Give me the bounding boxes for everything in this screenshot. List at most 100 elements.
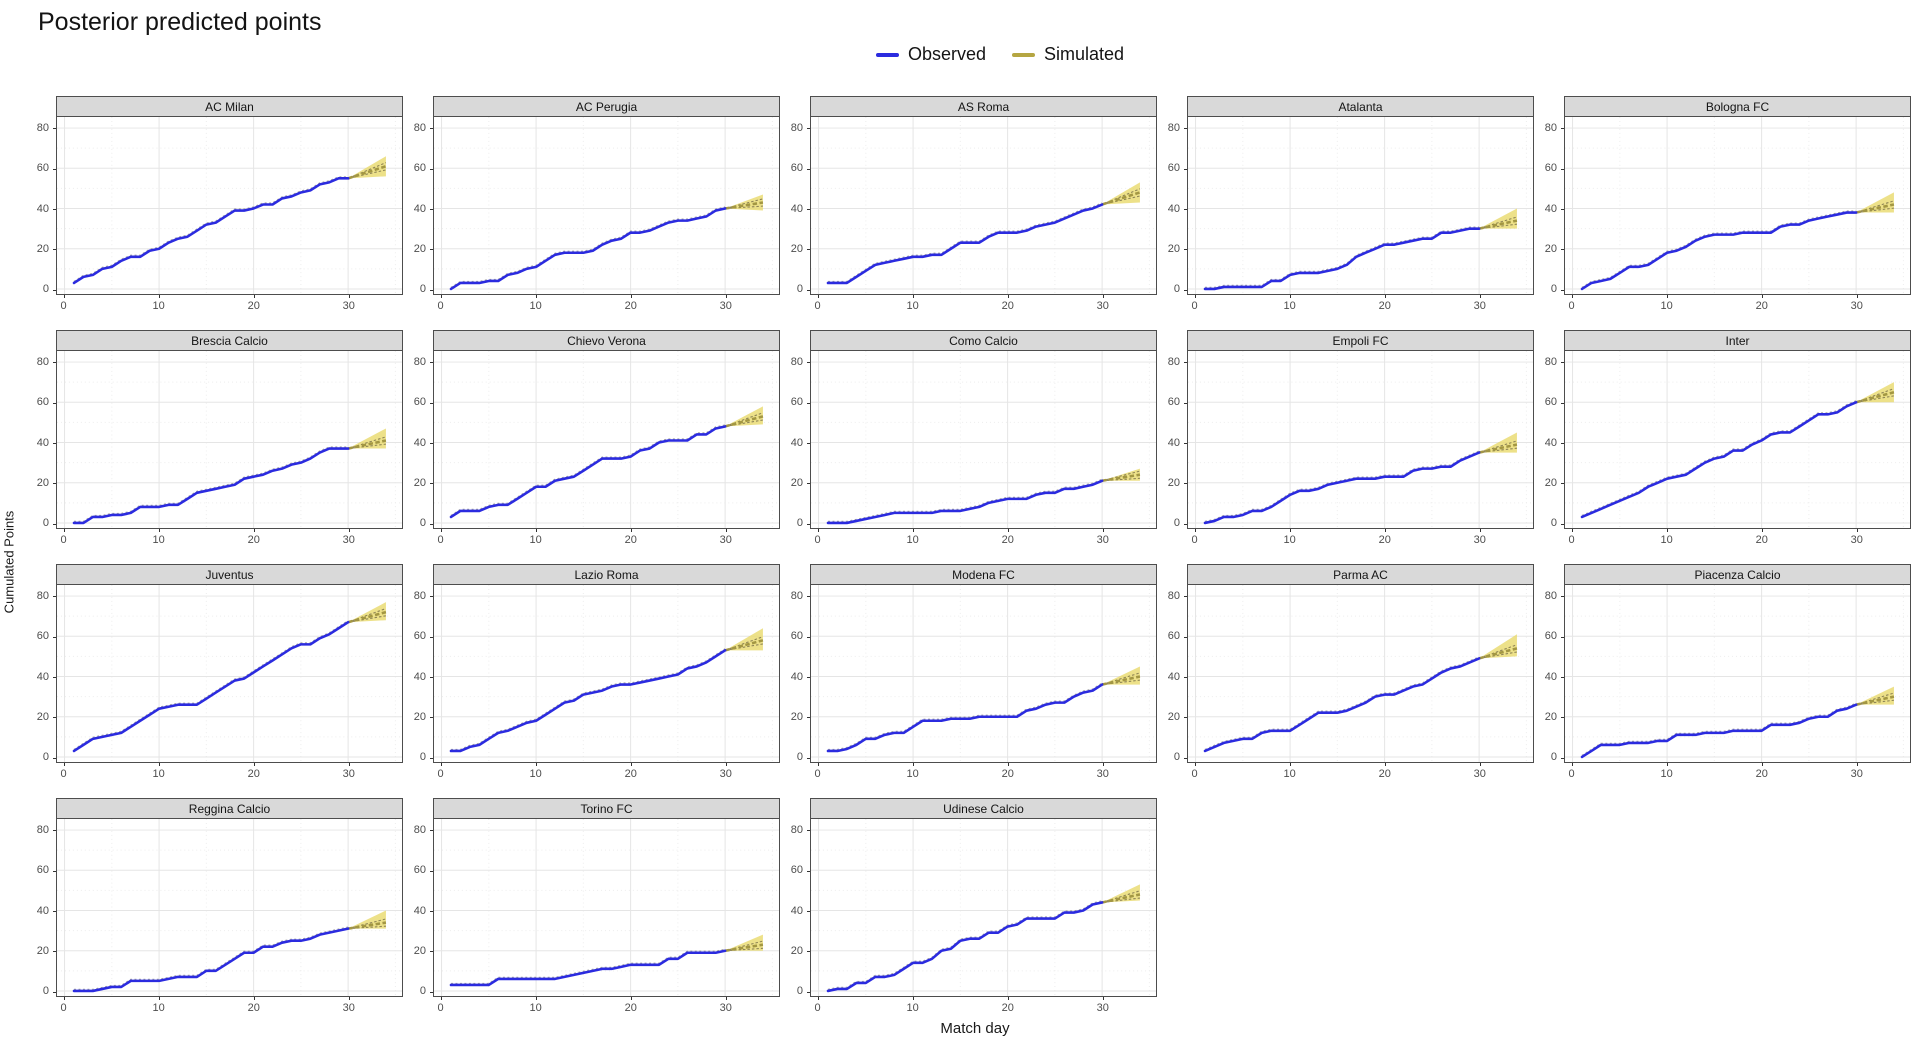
y-tick-label: 0: [42, 751, 49, 764]
y-tick-mark: [430, 677, 433, 679]
facet: Torino FC 0 20 40 60 80 0 10 20 30: [403, 798, 780, 1015]
x-tick-label: 30: [719, 1002, 732, 1014]
y-tick-label: 60: [36, 864, 49, 877]
facet-strip: Torino FC: [433, 798, 780, 819]
y-tick-mark: [1184, 128, 1187, 130]
facet-strip: Bologna FC: [1564, 96, 1911, 117]
y-tick-mark: [1561, 249, 1564, 251]
facet: Juventus 0 20 40 60 80 0 10 20 30: [26, 564, 403, 781]
x-tick-label: 0: [1191, 768, 1198, 780]
y-tick-mark: [807, 168, 810, 170]
x-tick-mark: [912, 763, 914, 766]
x-tick-mark: [1384, 529, 1386, 532]
y-tick-mark: [807, 830, 810, 832]
y-tick-label: 60: [413, 630, 426, 643]
facet-plot: [57, 117, 402, 294]
x-tick-label: 10: [1660, 768, 1673, 780]
observed-line: [1203, 227, 1481, 291]
x-tick-label: 0: [814, 300, 821, 312]
x-tick-mark: [440, 763, 442, 766]
x-tick-label: 30: [1850, 768, 1863, 780]
y-axis: 0 20 40 60 80: [26, 117, 56, 295]
x-tick-label: 30: [342, 300, 355, 312]
y-tick-label: 80: [413, 589, 426, 602]
x-tick-mark: [1102, 997, 1104, 1000]
facet-plot: [57, 819, 402, 996]
y-tick-mark: [1561, 362, 1564, 364]
y-axis: 0 20 40 60 80: [1157, 117, 1187, 295]
facet: Empoli FC 0 20 40 60 80 0 10 20 30: [1157, 330, 1534, 547]
x-tick-mark: [1761, 295, 1763, 298]
x-tick-label: 0: [1568, 534, 1575, 546]
x-tick-mark: [440, 997, 442, 1000]
facet: Udinese Calcio 0 20 40 60 80 0 10 20 30: [780, 798, 1157, 1015]
legend: Observed Simulated: [0, 44, 1920, 65]
y-tick-mark: [1561, 209, 1564, 211]
x-tick-label: 30: [342, 534, 355, 546]
observed-line: [1203, 451, 1481, 525]
facet-panel: [56, 116, 403, 295]
x-tick-mark: [535, 295, 537, 298]
chart-title: Posterior predicted points: [38, 8, 322, 36]
x-tick-label: 10: [1660, 534, 1673, 546]
y-tick-label: 0: [796, 283, 803, 296]
y-tick-label: 40: [790, 670, 803, 683]
y-tick-mark: [1561, 483, 1564, 485]
x-tick-label: 0: [437, 534, 444, 546]
y-tick-label: 0: [1550, 517, 1557, 530]
x-tick-mark: [725, 529, 727, 532]
y-tick-mark: [1184, 168, 1187, 170]
y-tick-label: 60: [1167, 396, 1180, 409]
observed-line: [826, 479, 1104, 525]
facet-panel: [1564, 584, 1911, 763]
x-tick-label: 0: [60, 1002, 67, 1014]
x-tick-mark: [1571, 295, 1573, 298]
facet-plot: [434, 585, 779, 762]
x-axis: 0 10 20 30: [1564, 295, 1911, 313]
y-tick-mark: [1561, 128, 1564, 130]
y-tick-label: 20: [1544, 242, 1557, 255]
y-tick-label: 80: [36, 355, 49, 368]
x-tick-label: 0: [60, 300, 67, 312]
x-tick-label: 10: [906, 1002, 919, 1014]
x-tick-mark: [348, 529, 350, 532]
y-tick-label: 40: [790, 436, 803, 449]
y-tick-mark: [53, 830, 56, 832]
y-axis: 0 20 40 60 80: [1534, 117, 1564, 295]
x-tick-label: 30: [719, 768, 732, 780]
x-tick-label: 30: [1850, 534, 1863, 546]
simulated-median-line: [1101, 893, 1141, 904]
y-tick-label: 60: [36, 630, 49, 643]
simulated-median-line: [724, 201, 764, 210]
y-axis-title: Cumulated Points: [1, 510, 17, 614]
x-tick-label: 10: [152, 768, 165, 780]
x-tick-mark: [1007, 529, 1009, 532]
facet-panel: [433, 584, 780, 763]
x-tick-label: 30: [1473, 300, 1486, 312]
y-tick-mark: [1184, 596, 1187, 598]
simulated-median-line: [1855, 203, 1895, 214]
facet-strip: Juventus: [56, 564, 403, 585]
facet-plot: [811, 117, 1156, 294]
y-tick-mark: [53, 289, 56, 291]
x-tick-mark: [535, 529, 537, 532]
y-tick-mark: [1561, 402, 1564, 404]
y-tick-label: 20: [413, 944, 426, 957]
x-axis: 0 10 20 30: [433, 763, 780, 781]
y-tick-label: 20: [36, 242, 49, 255]
x-tick-label: 10: [529, 534, 542, 546]
y-tick-label: 0: [419, 283, 426, 296]
y-tick-mark: [430, 443, 433, 445]
facet: AC Milan 0 20 40 60 80 0 10 20 30: [26, 96, 403, 313]
y-tick-mark: [807, 249, 810, 251]
y-tick-label: 40: [413, 202, 426, 215]
x-tick-mark: [253, 295, 255, 298]
y-tick-label: 40: [1167, 670, 1180, 683]
facet-plot: [811, 351, 1156, 528]
x-tick-mark: [912, 997, 914, 1000]
y-tick-label: 20: [413, 476, 426, 489]
y-tick-mark: [430, 911, 433, 913]
x-tick-label: 20: [1001, 534, 1014, 546]
observed-line: [449, 949, 727, 987]
